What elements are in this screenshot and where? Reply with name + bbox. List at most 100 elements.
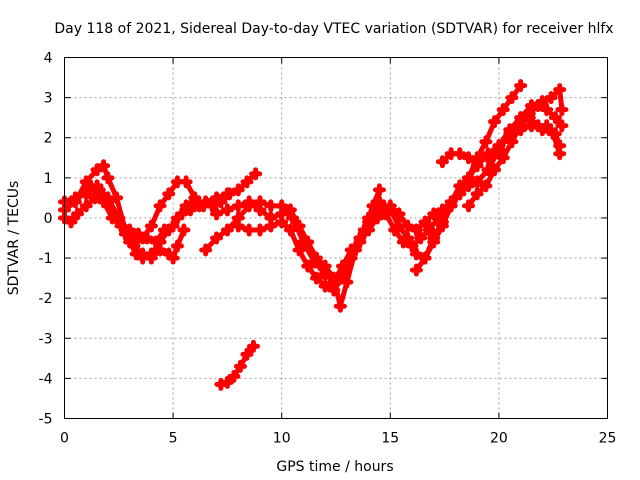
data-point [392,207,406,221]
data-point [166,251,180,265]
data-point [553,139,567,153]
data-point [275,207,289,221]
data-point [479,179,493,193]
data-point [514,79,528,93]
data-point [418,215,432,229]
data-point [470,187,484,201]
data-point [157,223,171,237]
data-point [349,243,363,257]
data-point [435,203,449,217]
data-point [435,155,449,169]
data-point [153,243,167,257]
data-point [210,207,224,221]
data-point [253,203,267,217]
data-point [383,199,397,213]
data-point [333,299,347,313]
data-point [136,247,150,261]
data-point [444,199,458,213]
data-point [555,119,569,133]
data-point [140,231,154,245]
data-point [409,247,423,261]
data-point [544,91,558,105]
data-point [101,195,115,209]
data-point [340,275,354,289]
y-tick-label: 3 [44,91,53,107]
data-point [435,215,449,229]
y-tick-label: 4 [44,51,53,67]
data-point [131,227,145,241]
data-point [309,271,323,285]
data-point [210,191,224,205]
data-point [231,219,245,233]
data-point [375,207,389,221]
data-point [470,155,484,169]
data-point [220,187,234,201]
series-sat-g [210,183,386,313]
data-point [409,263,423,277]
series-sat-m [214,339,260,391]
x-tick-label: 10 [273,431,291,447]
data-point [231,183,245,197]
data-point [327,271,341,285]
data-point [531,99,545,113]
data-point [79,187,93,201]
data-point [175,207,189,221]
data-point [220,375,234,389]
y-tick-label: -5 [39,412,53,428]
data-point [118,227,132,241]
data-point [414,231,428,245]
data-point [540,119,554,133]
data-point [461,199,475,213]
data-point [199,243,213,257]
data-point [481,151,495,165]
data-series [58,79,569,391]
data-point [179,175,193,189]
data-point [240,175,254,189]
data-point [144,219,158,233]
data-point [309,251,323,265]
series-sat-l [461,99,569,213]
data-point [240,347,254,361]
data-point [92,183,106,197]
data-point [249,167,263,181]
data-point [210,231,224,245]
data-point [492,139,506,153]
chart-title: Day 118 of 2021, Sidereal Day-to-day VTE… [54,21,613,37]
data-point [144,251,158,265]
data-point [461,151,475,165]
data-point [318,259,332,273]
data-point [318,279,332,293]
data-point [84,179,98,193]
data-point [401,231,415,245]
data-point [64,215,78,229]
x-axis: 0 5 10 15 20 25 [60,57,617,447]
data-point [127,239,141,253]
data-point [90,163,104,177]
data-point [540,103,554,117]
y-tick-label: -1 [39,251,53,267]
data-point [548,127,562,141]
data-point [514,119,528,133]
data-point [231,199,245,213]
series-sat-k [435,83,569,169]
data-point [505,135,519,149]
data-point [162,187,176,201]
data-point [372,183,386,197]
data-point [149,235,163,249]
data-point [283,223,297,237]
data-point [192,199,206,213]
y-axis-label: SDTVAR / TECUs [6,181,22,296]
data-point [110,211,124,225]
data-point [496,151,510,165]
data-point [301,259,315,273]
data-point [88,191,102,205]
data-point [505,91,519,105]
x-tick-label: 25 [599,431,617,447]
data-point [79,199,93,213]
data-point [283,203,297,217]
data-point [479,135,493,149]
data-point [488,163,502,177]
data-point [97,159,111,173]
data-point [372,195,386,209]
